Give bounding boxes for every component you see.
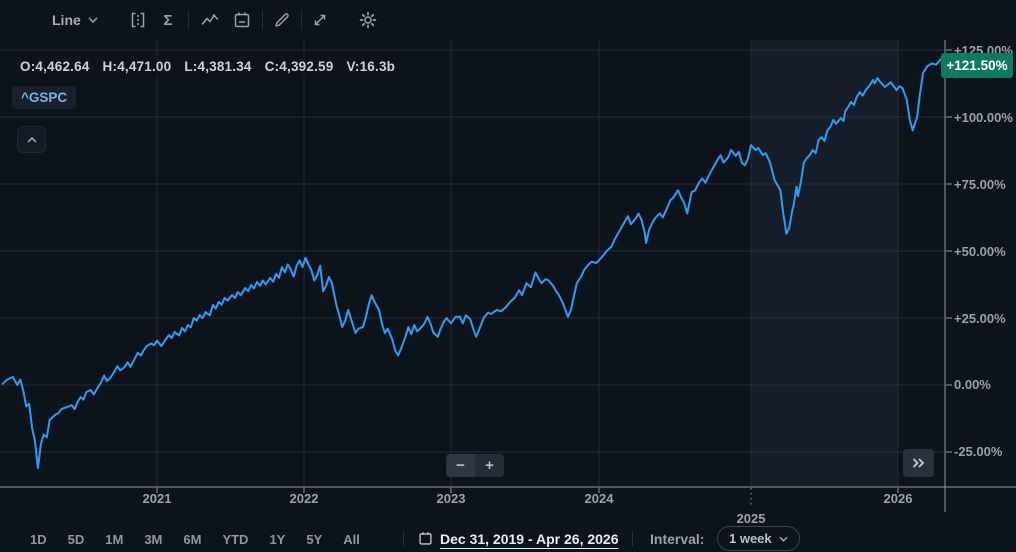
x-axis-label: 2022 [289,491,319,506]
last-value-badge: +121.50% [941,53,1013,78]
ohlc-readout: O:4,462.64 H:4,471.00 L:4,381.34 C:4,392… [12,56,404,77]
date-picker-button[interactable] [418,531,433,546]
pencil-icon [275,13,289,27]
range-6m[interactable]: 6M [183,531,202,547]
ohlc-close: C:4,392.59 [264,59,334,74]
ohlc-low: L:4,381.34 [184,59,252,74]
fullscreen-button[interactable] [306,6,334,34]
price-line [1,58,942,470]
range-ytd[interactable]: YTD [222,531,249,547]
zoom-out-button[interactable]: − [446,454,475,477]
range-3m[interactable]: 3M [144,531,163,547]
range-all[interactable]: All [343,531,360,547]
bottom-bar-divider [632,531,633,546]
zoom-in-button[interactable]: + [475,454,504,477]
double-chevron-right-icon [912,458,925,468]
collapse-legend-button[interactable] [17,126,46,153]
chart-type-dropdown[interactable]: Line [52,0,98,40]
y-axis-label: 0.00% [954,377,991,392]
toolbar-divider [262,10,263,30]
chart-type-label: Line [52,12,81,28]
calendar-icon [234,12,250,28]
bottom-bar-divider [403,531,404,546]
x-axis-label: 2021 [142,491,172,506]
x-axis-label: 2024 [584,491,614,506]
scroll-to-latest-button[interactable] [903,449,934,477]
range-5y[interactable]: 5Y [306,531,323,547]
range-1m[interactable]: 1M [105,531,124,547]
sparkline-icon [201,14,219,25]
range-5d[interactable]: 5D [67,531,85,547]
events-button[interactable] [228,6,256,34]
chevron-down-icon [779,536,788,542]
top-toolbar: Line Σ [0,0,1016,40]
y-axis-label: +100.00% [954,110,1013,125]
date-range-link[interactable]: Dec 31, 2019 - Apr 26, 2026 [440,531,619,547]
chevron-down-icon [88,17,98,23]
indicators-button[interactable] [196,6,224,34]
zoom-control: − + [446,454,504,477]
x-axis-label: 2023 [436,491,466,506]
interval-value: 1 week [729,531,772,546]
draw-button[interactable] [268,6,296,34]
sigma-icon: Σ [163,11,173,29]
range-1y[interactable]: 1Y [269,531,286,547]
ohlc-open: O:4,462.64 [20,59,90,74]
y-axis-label: -25.00% [954,444,1003,459]
chevron-up-icon [26,136,37,143]
brackets-icon [131,12,145,28]
toolbar-divider [301,10,302,30]
expand-icon [314,14,326,26]
symbol-chip[interactable]: ^GSPC [12,86,77,109]
data-range-button[interactable] [124,6,152,34]
chart-plot-area[interactable] [0,40,945,487]
interval-dropdown[interactable]: 1 week [717,526,800,551]
highlight-band [751,40,898,487]
y-axis-label: +50.00% [954,244,1006,259]
summation-button[interactable]: Σ [154,6,182,34]
settings-button[interactable] [354,6,382,34]
x-axis-label: 2026 [883,491,913,506]
gear-icon [359,11,377,29]
interval-label: Interval: [650,531,705,547]
ohlc-high: H:4,471.00 [102,59,172,74]
range-selector: 1D 5D 1M 3M 6M YTD 1Y 5Y All [30,527,360,551]
toolbar-divider [188,10,189,30]
y-axis-label: +75.00% [954,177,1006,192]
ohlc-volume: V:16.3b [346,59,396,74]
calendar-icon [419,532,432,545]
y-axis-label: +25.00% [954,311,1006,326]
range-1d[interactable]: 1D [30,531,47,547]
x-axis-label: 2025 [736,511,766,526]
